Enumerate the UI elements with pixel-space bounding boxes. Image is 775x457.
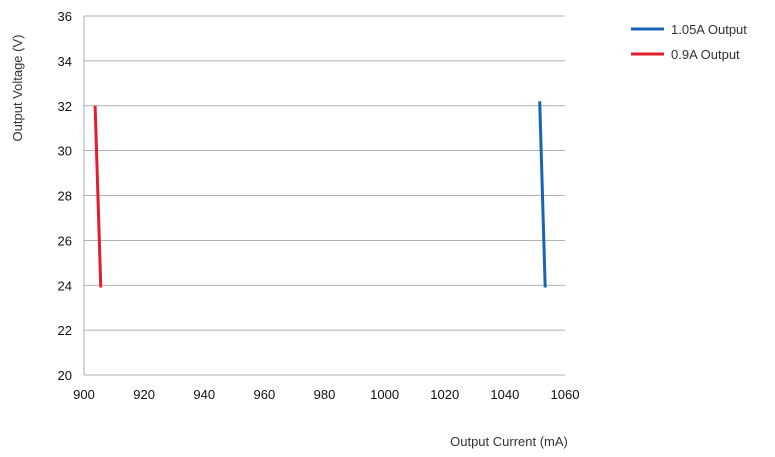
y-tick-label: 34 xyxy=(58,54,72,69)
x-tick-label: 900 xyxy=(73,387,95,402)
x-tick-label: 960 xyxy=(254,387,276,402)
x-tick-label: 1020 xyxy=(430,387,459,402)
y-tick-label: 20 xyxy=(58,368,72,383)
axes xyxy=(83,16,565,376)
y-axis-title: Output Voltage (V) xyxy=(10,35,25,142)
y-tick-label: 28 xyxy=(58,189,72,204)
legend: 1.05A Output 0.9A Output xyxy=(631,22,747,62)
x-tick-label: 1000 xyxy=(370,387,399,402)
legend-label: 0.9A Output xyxy=(671,47,740,62)
tick-labels: 20 22 24 26 28 30 32 34 36 900 920 940 960 980 1000 102… xyxy=(58,9,580,402)
y-tick-label: 32 xyxy=(58,99,72,114)
y-tick-label: 22 xyxy=(58,323,72,338)
y-tick-label: 26 xyxy=(58,233,72,248)
grid-lines xyxy=(84,15,565,331)
x-tick-label: 920 xyxy=(133,387,155,402)
y-tick-label: 36 xyxy=(58,9,72,24)
data-series xyxy=(93,101,547,288)
y-tick-label: 30 xyxy=(58,144,72,159)
x-tick-label: 940 xyxy=(193,387,215,402)
legend-label: 1.05A Output xyxy=(671,22,747,37)
series-line-2 xyxy=(93,105,103,288)
series-line-1 xyxy=(538,101,547,288)
x-tick-label: 980 xyxy=(314,387,336,402)
x-tick-label: 1060 xyxy=(551,387,580,402)
y-tick-label: 24 xyxy=(58,278,72,293)
x-tick-label: 1040 xyxy=(490,387,519,402)
x-axis-title: Output Current (mA) xyxy=(450,434,568,449)
